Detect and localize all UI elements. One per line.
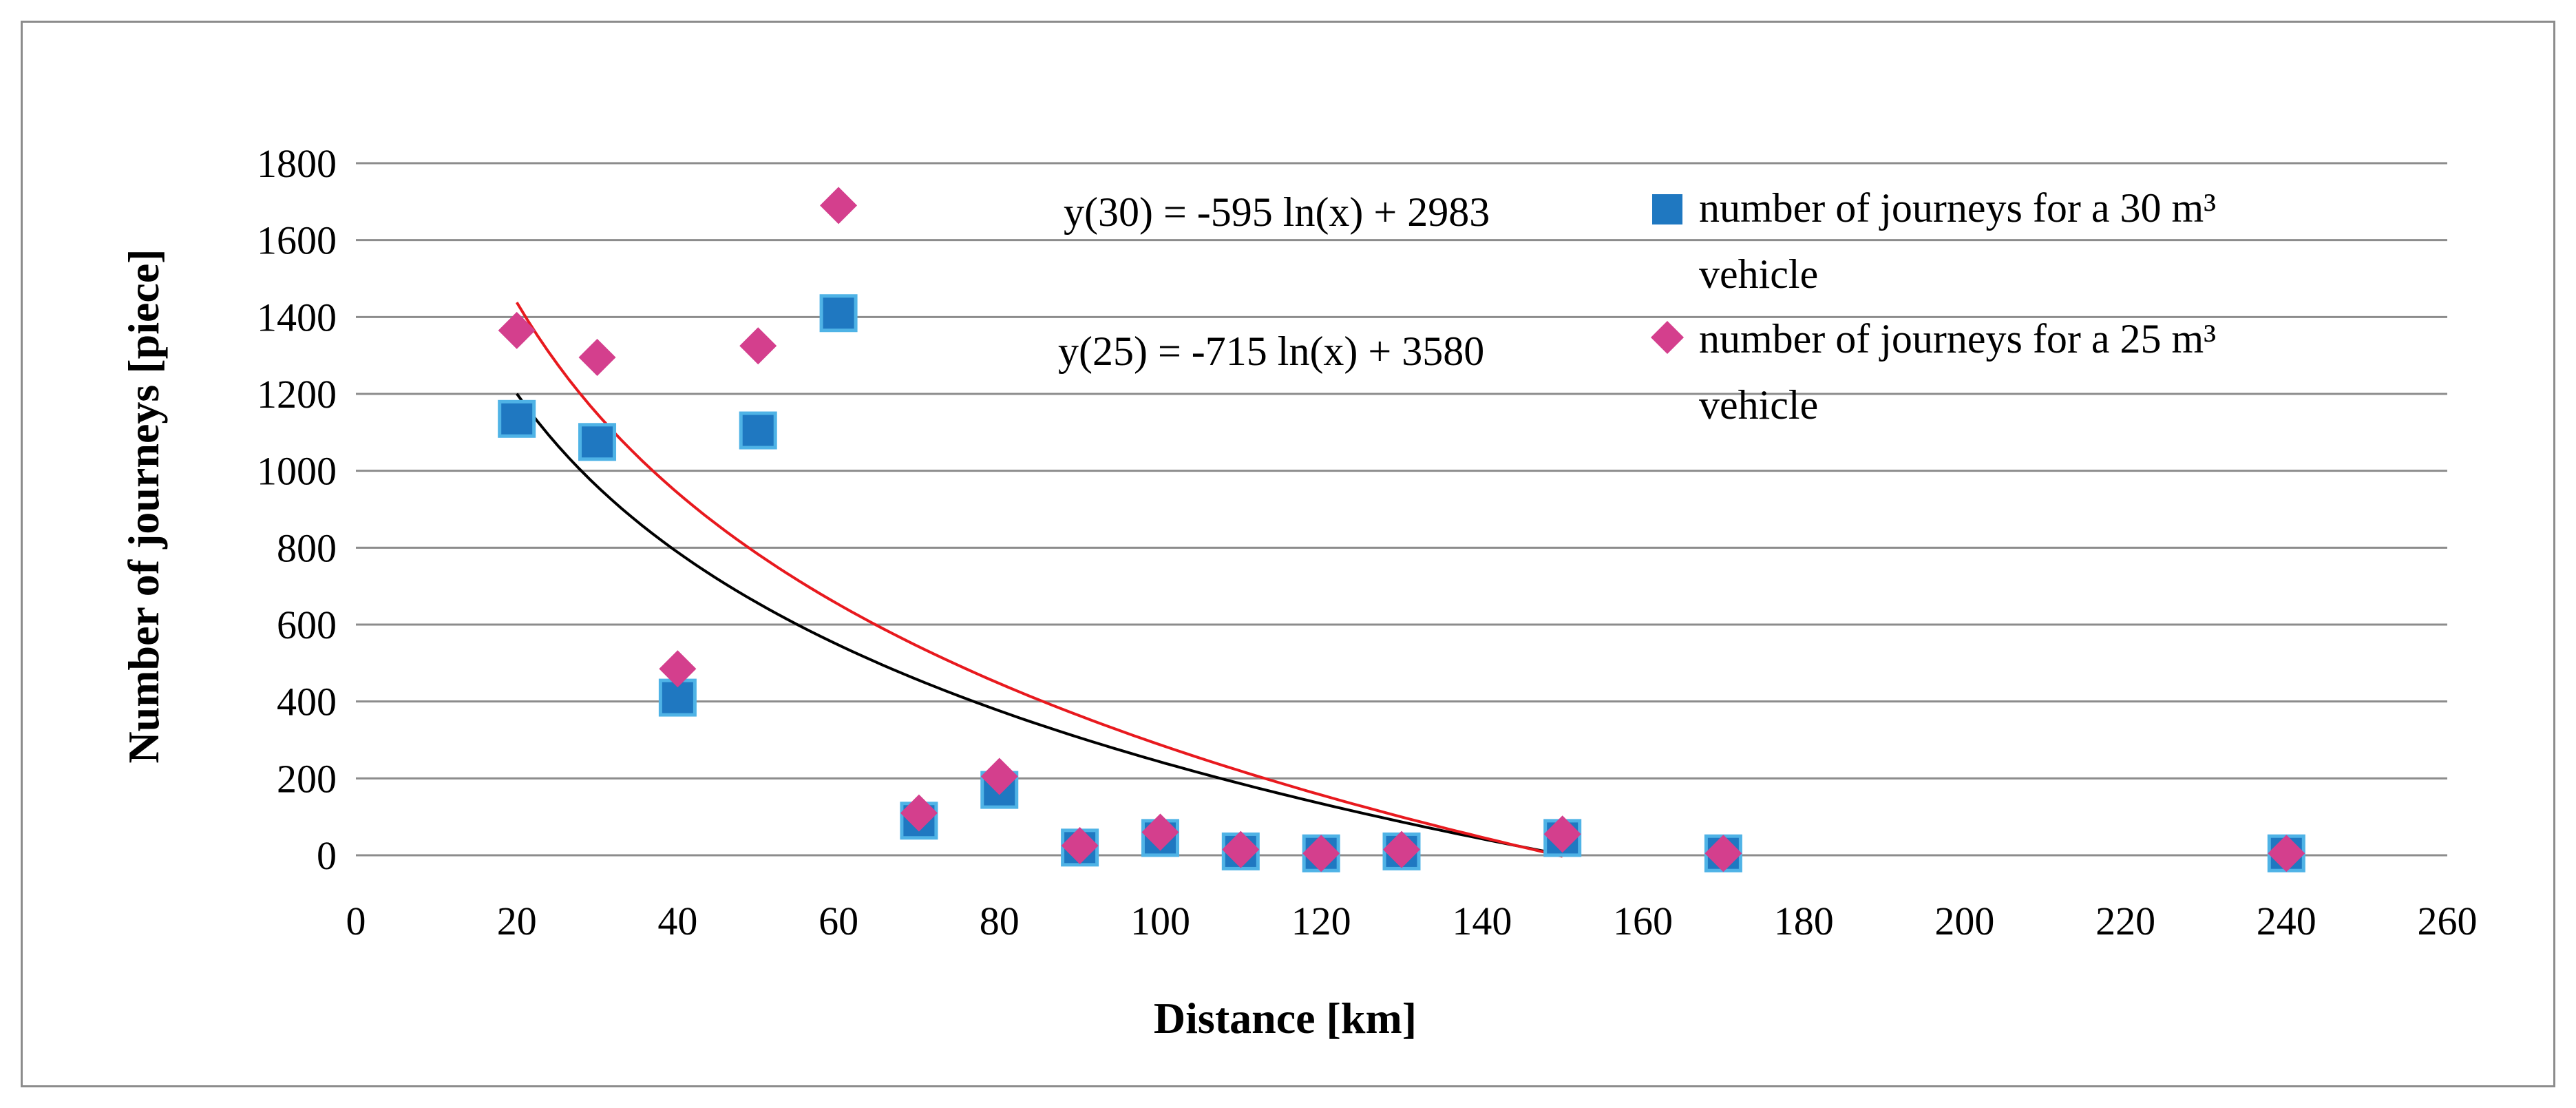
point-25-diamond — [659, 650, 697, 688]
x-tick-label: 0 — [346, 899, 366, 943]
point-25-diamond — [1302, 835, 1340, 872]
point-25-diamond — [980, 757, 1018, 795]
point-30-square — [578, 423, 617, 461]
y-tick-label: 0 — [317, 833, 337, 878]
y-axis-ticks: 0 200 400 600 800 1000 1200 1400 1600 1800 — [257, 141, 337, 878]
y-axis-title: Number of journeys [piece] — [119, 249, 168, 763]
x-tick-label: 80 — [980, 899, 1020, 943]
x-tick-label: 100 — [1130, 899, 1190, 943]
trendline-equation-30: y(30) = -595 ln(x) + 2983 — [1064, 189, 1490, 235]
y-tick-label: 1000 — [257, 449, 337, 494]
x-tick-label: 260 — [2418, 899, 2478, 943]
legend-label-30-line2: vehicle — [1699, 251, 1818, 297]
y-tick-label: 1600 — [257, 218, 337, 263]
x-tick-label: 40 — [657, 899, 697, 943]
legend-label-25-line2: vehicle — [1699, 382, 1818, 428]
trendline-30 — [516, 393, 1563, 857]
point-25-diamond — [739, 327, 777, 365]
point-25-diamond — [1141, 813, 1179, 851]
legend: number of journeys for a 30 m³ vehicle n… — [1651, 185, 2216, 428]
point-25-diamond — [1383, 830, 1420, 868]
point-30-square — [819, 294, 858, 333]
point-25-diamond — [578, 338, 616, 376]
legend-marker-30-square — [1652, 194, 1682, 224]
chart-frame — [21, 21, 2555, 1087]
point-30-square — [498, 399, 536, 438]
point-25-diamond — [1061, 827, 1099, 865]
x-tick-label: 180 — [1774, 899, 1834, 943]
point-25-diamond — [900, 794, 938, 832]
x-tick-label: 200 — [1934, 899, 1994, 943]
point-25-diamond — [498, 311, 536, 349]
y-tick-label: 800 — [277, 525, 337, 570]
data-points — [498, 187, 2305, 872]
trendlines — [515, 302, 1563, 858]
legend-label-30-line1: number of journeys for a 30 m³ — [1699, 185, 2216, 231]
x-axis-ticks: 0 20 40 60 80 100 120 140 160 180 200 220 240 260 — [346, 899, 2478, 943]
gridlines — [356, 162, 2447, 857]
x-tick-label: 60 — [819, 899, 858, 943]
legend-label-25-line1: number of journeys for a 25 m³ — [1699, 316, 2216, 362]
x-tick-label: 120 — [1291, 899, 1351, 943]
x-axis-title: Distance [km] — [1154, 994, 1417, 1043]
y-tick-label: 400 — [277, 680, 337, 724]
point-30-square — [739, 411, 777, 450]
y-tick-label: 1400 — [257, 295, 337, 339]
point-25-diamond — [820, 187, 858, 224]
x-tick-label: 140 — [1452, 899, 1512, 943]
x-tick-label: 220 — [2095, 899, 2155, 943]
point-25-diamond — [1704, 835, 1742, 872]
x-tick-label: 20 — [497, 899, 537, 943]
x-tick-label: 240 — [2257, 899, 2316, 943]
y-tick-label: 600 — [277, 603, 337, 647]
point-25-diamond — [1543, 815, 1581, 853]
trendline-equation-25: y(25) = -715 ln(x) + 3580 — [1058, 328, 1484, 374]
y-tick-label: 200 — [277, 756, 337, 801]
point-25-diamond — [1222, 830, 1260, 868]
trendline-25 — [515, 302, 1563, 858]
y-tick-label: 1800 — [257, 141, 337, 186]
y-tick-label: 1200 — [257, 372, 337, 417]
x-tick-label: 160 — [1613, 899, 1673, 943]
legend-marker-25-diamond — [1651, 321, 1684, 354]
point-25-diamond — [2268, 835, 2305, 872]
